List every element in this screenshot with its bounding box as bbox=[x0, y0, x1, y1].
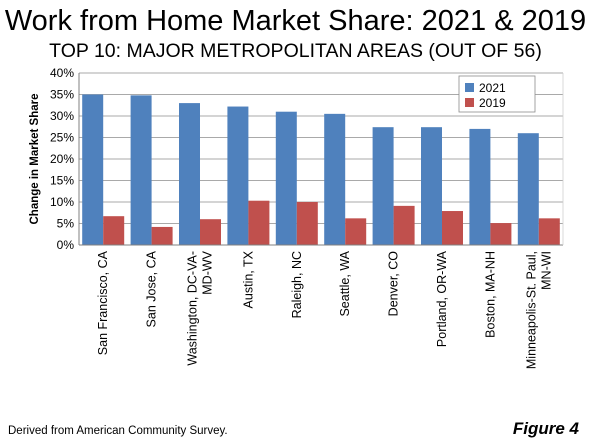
x-tick-label: Seattle, WA bbox=[338, 250, 352, 316]
x-tick-label: Raleigh, NC bbox=[290, 251, 304, 318]
chart-subtitle: TOP 10: MAJOR METROPOLITAN AREAS (OUT OF… bbox=[49, 40, 542, 62]
x-tick-label: San Jose, CA bbox=[145, 250, 159, 327]
y-tick-label: 5% bbox=[57, 217, 75, 231]
bar-2021 bbox=[421, 127, 442, 245]
bar-2021 bbox=[517, 133, 539, 245]
source-note: Derived from American Community Survey. bbox=[8, 425, 228, 437]
bar-2019 bbox=[490, 223, 512, 245]
x-tick-label-line: MN-WI bbox=[539, 251, 553, 290]
bar-2019 bbox=[248, 200, 270, 245]
x-tick-label: Denver, CO bbox=[387, 251, 401, 317]
legend-swatch-2021 bbox=[465, 83, 474, 92]
chart-title: Work from Home Market Share: 2021 & 2019 bbox=[4, 5, 587, 37]
x-tick-label: Austin, TX bbox=[241, 250, 255, 308]
bar-2021 bbox=[372, 127, 394, 245]
x-tick-label-line: Washington, DC-VA- bbox=[186, 251, 200, 366]
bar-2021 bbox=[82, 94, 104, 245]
x-tick-label-line: Minneapolis-St. Paul, bbox=[524, 251, 538, 369]
y-tick-label: 35% bbox=[50, 88, 74, 102]
y-tick-label: 20% bbox=[50, 152, 74, 166]
x-tick-label-line: Raleigh, NC bbox=[290, 251, 304, 318]
y-tick-label: 10% bbox=[50, 195, 74, 209]
y-tick-label: 25% bbox=[50, 131, 74, 145]
bar-2021 bbox=[227, 106, 249, 245]
bar-2019 bbox=[200, 219, 221, 245]
x-tick-label: San Francisco, CA bbox=[96, 250, 110, 355]
bar-2019 bbox=[151, 226, 173, 245]
bar-2021 bbox=[179, 103, 200, 245]
bar-2021 bbox=[130, 95, 152, 245]
x-tick-label-line: San Jose, CA bbox=[145, 250, 159, 327]
x-tick-label: Portland, OR-WA bbox=[435, 250, 449, 347]
bar-2019 bbox=[393, 205, 415, 245]
x-tick-label-line: Portland, OR-WA bbox=[435, 250, 449, 347]
bar-2019 bbox=[103, 216, 125, 245]
x-tick-label: Washington, DC-VA-MD-WV bbox=[186, 250, 215, 365]
x-tick-label-line: Austin, TX bbox=[241, 250, 255, 308]
y-axis-label: Change in Market Share bbox=[29, 93, 41, 224]
x-tick-label: Minneapolis-St. Paul,MN-WI bbox=[524, 251, 553, 369]
x-tick-label: Boston, MA-NH bbox=[483, 251, 497, 338]
x-tick-label-line: Seattle, WA bbox=[338, 250, 352, 316]
bar-2019 bbox=[538, 218, 560, 245]
x-tick-label-line: San Francisco, CA bbox=[96, 250, 110, 355]
x-tick-label-line: Denver, CO bbox=[387, 251, 401, 317]
bar-2019 bbox=[296, 202, 318, 245]
y-tick-label: 0% bbox=[57, 238, 75, 252]
x-tick-label-line: Boston, MA-NH bbox=[483, 251, 497, 338]
figure-label: Figure 4 bbox=[512, 419, 579, 438]
y-tick-label: 40% bbox=[50, 66, 74, 80]
bar-2019 bbox=[345, 218, 367, 245]
bar-2021 bbox=[469, 128, 491, 245]
bar-2019 bbox=[442, 211, 463, 245]
legend-swatch-2019 bbox=[465, 98, 474, 107]
x-tick-label-line: MD-WV bbox=[201, 250, 215, 294]
legend-label-2019: 2019 bbox=[479, 96, 506, 110]
bar-2021 bbox=[275, 111, 297, 245]
legend-label-2021: 2021 bbox=[479, 81, 506, 95]
y-tick-label: 15% bbox=[50, 174, 74, 188]
y-tick-label: 30% bbox=[50, 109, 74, 123]
bar-2021 bbox=[324, 113, 346, 245]
